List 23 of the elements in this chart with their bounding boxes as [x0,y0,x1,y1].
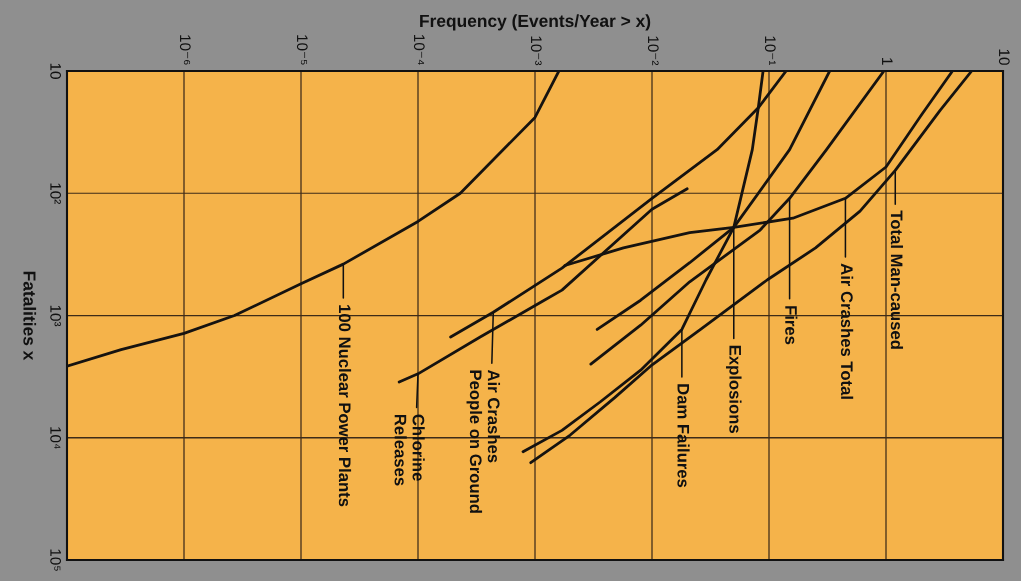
annotation: Fires [785,306,798,345]
x-tick-label: 10⁻¹ [764,36,776,66]
x-tick-label: 10⁻² [647,36,659,66]
x-tick-label: 10⁻⁶ [179,35,191,65]
annotation: Total Man-caused [890,210,904,349]
annotation: Dam Failures [677,384,690,488]
y-tick-label: 10⁵ [50,549,62,571]
x-tick-label: 10⁻⁴ [413,34,425,65]
x-axis-title: Frequency (Events/Year > x) [420,14,651,31]
annotation: 100 Nuclear Power Plants [338,305,352,507]
y-tick-label: 10² [50,183,62,204]
y-axis-title: Fatalities x [23,271,37,361]
annotation: Chlorine Releases [394,414,425,486]
x-tick-label: 10 [998,49,1010,65]
annotation: Explosions [726,345,742,433]
y-tick-label: 10³ [50,305,62,327]
annotation: Air Crashes Total [840,263,854,399]
annotation: Air Crashes People on Ground [466,369,501,513]
x-tick-label: 10⁻³ [530,36,542,66]
x-tick-label: 10⁻⁵ [296,35,308,65]
x-tick-label: 1 [882,58,893,65]
y-tick-label: 10⁴ [50,427,62,449]
y-tick-label: 10 [50,63,62,79]
